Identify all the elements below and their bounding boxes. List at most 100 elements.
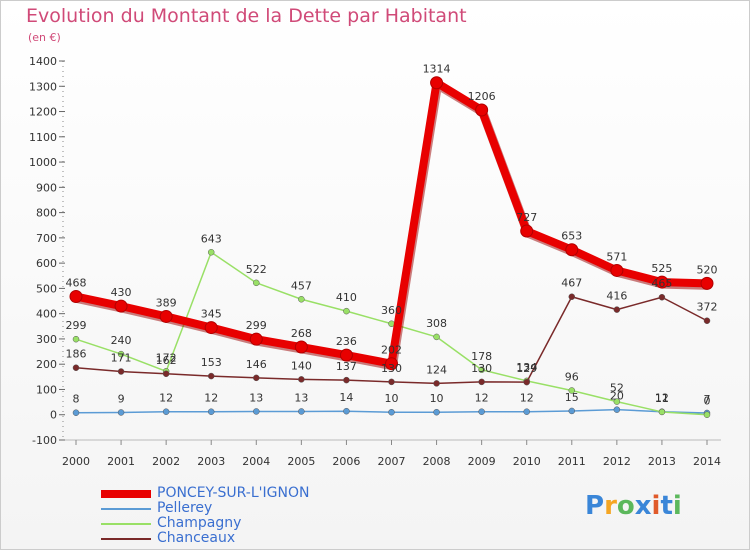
- logo-letter: i: [651, 491, 661, 521]
- legend-label-chanceaux: Chanceaux: [157, 530, 236, 546]
- data-point: [478, 366, 485, 374]
- data-point: [204, 321, 218, 335]
- data-label: 520: [697, 263, 718, 276]
- data-label: 345: [201, 308, 222, 321]
- data-label: 12: [655, 392, 669, 405]
- data-label: 8: [73, 393, 80, 406]
- y-tick-label: 1200: [29, 106, 57, 119]
- data-label: 653: [561, 230, 582, 243]
- legend-item-poncey: PONCEY-SUR-L'IGNON: [101, 486, 309, 501]
- data-label: 186: [66, 348, 87, 361]
- data-point: [343, 376, 350, 384]
- data-point: [430, 76, 444, 90]
- legend-label-poncey: PONCEY-SUR-L'IGNON: [157, 485, 310, 501]
- data-point: [72, 409, 80, 416]
- data-label: 9: [118, 392, 125, 405]
- data-point: [565, 243, 579, 257]
- legend-item-chanceaux: Chanceaux: [101, 531, 309, 546]
- data-point: [207, 372, 215, 380]
- x-tick-label: 2002: [152, 455, 180, 468]
- y-tick-label: 100: [36, 383, 57, 396]
- x-tick-label: 2009: [468, 455, 496, 468]
- data-point: [159, 309, 173, 323]
- x-tick-label: 2000: [62, 455, 90, 468]
- data-point: [655, 275, 669, 289]
- data-point: [388, 408, 395, 416]
- data-label: 240: [111, 334, 132, 347]
- data-label: 372: [697, 301, 718, 314]
- data-label: 13: [294, 391, 308, 404]
- logo-letter: x: [634, 491, 652, 521]
- data-point: [69, 289, 83, 303]
- data-point: [385, 357, 398, 371]
- x-tick-label: 2014: [693, 455, 721, 468]
- data-point: [343, 407, 350, 415]
- y-tick-label: 900: [36, 181, 57, 194]
- y-tick-label: 1400: [29, 55, 57, 68]
- proxiti-logo: Proxiti: [585, 491, 682, 521]
- data-label: 299: [246, 319, 267, 332]
- data-point: [253, 408, 260, 415]
- data-label: 178: [471, 350, 492, 363]
- series-lines: [69, 76, 714, 418]
- data-point: [613, 406, 621, 413]
- data-label: 410: [336, 291, 357, 304]
- data-label: 0: [704, 395, 711, 408]
- data-label: 14: [339, 391, 353, 404]
- logo-letter: t: [660, 491, 673, 521]
- data-point: [117, 368, 125, 375]
- data-label: 171: [111, 352, 132, 365]
- y-tick-label: 800: [36, 207, 57, 220]
- logo-letter: i: [672, 491, 682, 521]
- data-label: 12: [204, 392, 218, 405]
- x-tick-label: 2011: [558, 455, 586, 468]
- data-label: 13: [249, 391, 263, 404]
- data-label: 15: [565, 391, 579, 404]
- y-tick-label: -100: [32, 434, 57, 447]
- y-tick-label: 600: [36, 257, 57, 270]
- data-point: [700, 276, 714, 290]
- data-label: 468: [66, 276, 87, 289]
- data-point: [162, 408, 170, 415]
- data-label: 162: [156, 354, 177, 367]
- data-label: 236: [336, 335, 357, 348]
- data-point: [298, 296, 305, 303]
- legend-item-pellerey: Pellerey: [101, 501, 309, 516]
- data-label: 96: [565, 370, 579, 383]
- data-label: 52: [610, 382, 624, 395]
- data-point: [520, 224, 534, 238]
- data-label: 134: [516, 361, 537, 374]
- x-tick-label: 2005: [287, 455, 315, 468]
- data-label: 457: [291, 279, 312, 292]
- data-point: [475, 103, 489, 117]
- data-label: 268: [291, 327, 312, 340]
- data-label: 137: [336, 360, 357, 373]
- data-point: [613, 398, 621, 405]
- chart-unit: (en €): [28, 31, 61, 44]
- data-label: 10: [385, 392, 399, 405]
- x-tick-label: 2004: [242, 455, 270, 468]
- x-tick-label: 2007: [378, 455, 406, 468]
- chart-title: Evolution du Montant de la Dette par Hab…: [26, 5, 467, 27]
- data-point: [658, 293, 666, 301]
- x-tick-label: 2008: [423, 455, 451, 468]
- data-point: [703, 411, 711, 418]
- data-label: 20: [610, 390, 624, 403]
- x-tick-label: 2001: [107, 455, 135, 468]
- data-label: 643: [201, 232, 222, 245]
- y-tick-label: 1000: [29, 156, 57, 169]
- data-point: [339, 348, 353, 362]
- data-label: 7: [704, 393, 711, 406]
- y-tick-label: 0: [50, 409, 57, 422]
- x-tick-label: 2013: [648, 455, 676, 468]
- x-tick-label: 2012: [603, 455, 631, 468]
- data-point: [433, 380, 440, 387]
- data-point: [207, 249, 215, 256]
- data-point: [433, 333, 440, 341]
- legend: PONCEY-SUR-L'IGNON Pellerey Champagny Ch…: [101, 486, 309, 546]
- data-label: 146: [246, 358, 267, 371]
- data-label: 571: [606, 250, 627, 263]
- data-label: 12: [159, 392, 173, 405]
